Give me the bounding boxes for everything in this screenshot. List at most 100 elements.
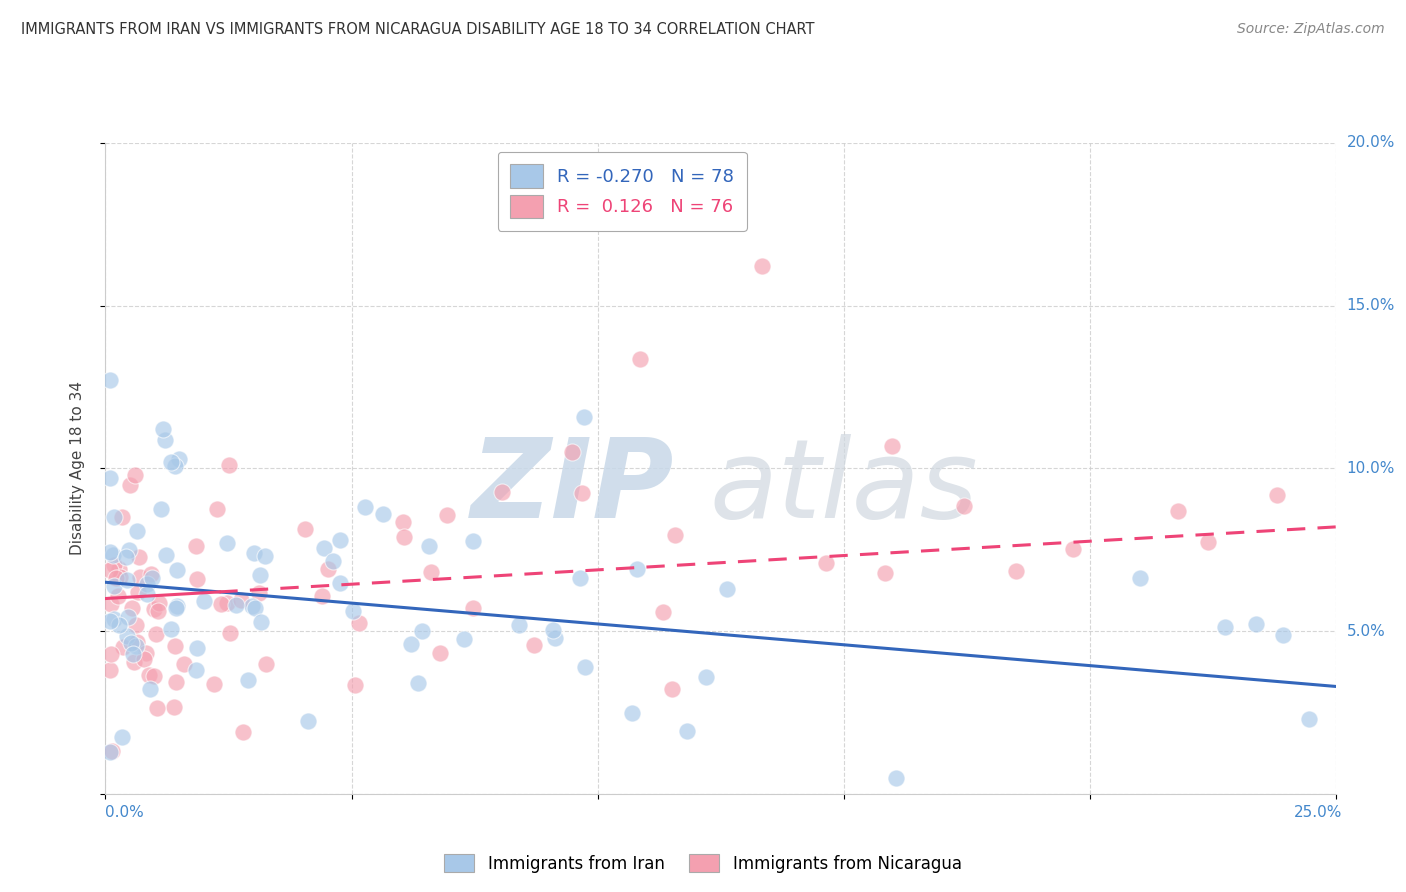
Point: [146, 604, 169, 618]
Point: [354, 500, 377, 514]
Point: [253, 549, 276, 564]
Point: [186, 572, 208, 586]
Point: [166, 563, 188, 577]
Point: [165, 640, 187, 654]
Point: [165, 675, 187, 690]
Point: [129, 570, 152, 584]
Text: Source: ZipAtlas.com: Source: ZipAtlas.com: [1237, 22, 1385, 37]
Point: [620, 706, 643, 720]
Point: [675, 724, 697, 739]
Point: [311, 589, 333, 603]
Point: [107, 561, 129, 575]
Point: [329, 575, 352, 590]
Point: [1265, 488, 1288, 502]
Point: [626, 561, 648, 575]
Point: [1197, 535, 1219, 549]
Point: [751, 260, 773, 274]
Point: [100, 597, 122, 611]
Point: [815, 556, 838, 570]
Point: [391, 515, 413, 529]
Point: [163, 459, 186, 474]
Point: [122, 656, 145, 670]
Point: [121, 600, 143, 615]
Point: [1167, 503, 1189, 517]
Point: [574, 659, 596, 673]
Point: [344, 678, 367, 692]
Point: [247, 586, 270, 600]
Point: [249, 568, 271, 582]
Point: [125, 639, 148, 653]
Point: [664, 527, 686, 541]
Point: [107, 590, 129, 604]
Point: [184, 663, 207, 677]
Point: [98, 544, 122, 558]
Point: [127, 584, 149, 599]
Point: [108, 617, 131, 632]
Point: [150, 502, 173, 516]
Point: [166, 599, 188, 613]
Point: [98, 563, 122, 577]
Point: [661, 682, 683, 697]
Point: [139, 566, 162, 581]
Point: [1298, 712, 1320, 726]
Point: [873, 566, 896, 580]
Text: 15.0%: 15.0%: [1347, 298, 1395, 313]
Point: [169, 451, 191, 466]
Point: [349, 615, 371, 630]
Point: [652, 605, 675, 619]
Point: [568, 571, 591, 585]
Point: [143, 669, 166, 683]
Point: [141, 570, 163, 584]
Point: [453, 632, 475, 647]
Point: [115, 629, 138, 643]
Point: [111, 640, 134, 655]
Point: [152, 422, 174, 436]
Point: [297, 714, 319, 729]
Point: [103, 579, 125, 593]
Point: [146, 701, 169, 715]
Point: [342, 604, 364, 618]
Point: [160, 623, 183, 637]
Point: [111, 510, 134, 524]
Point: [541, 623, 564, 637]
Point: [229, 592, 252, 607]
Point: [217, 596, 239, 610]
Point: [254, 657, 277, 672]
Point: [628, 352, 651, 367]
Y-axis label: Disability Age 18 to 34: Disability Age 18 to 34: [70, 381, 84, 556]
Point: [160, 454, 183, 468]
Text: IMMIGRANTS FROM IRAN VS IMMIGRANTS FROM NICARAGUA DISABILITY AGE 18 TO 34 CORREL: IMMIGRANTS FROM IRAN VS IMMIGRANTS FROM …: [21, 22, 814, 37]
Point: [103, 558, 125, 572]
Point: [418, 540, 440, 554]
Point: [117, 610, 139, 624]
Point: [128, 549, 150, 564]
Point: [429, 646, 451, 660]
Point: [508, 618, 530, 632]
Point: [202, 677, 225, 691]
Text: 0.0%: 0.0%: [105, 805, 145, 820]
Point: [103, 612, 125, 626]
Point: [322, 554, 344, 568]
Point: [155, 548, 177, 562]
Point: [108, 570, 131, 584]
Legend: Immigrants from Iran, Immigrants from Nicaragua: Immigrants from Iran, Immigrants from Ni…: [437, 847, 969, 880]
Point: [461, 534, 484, 549]
Point: [209, 597, 232, 611]
Point: [136, 577, 159, 591]
Point: [118, 477, 141, 491]
Point: [173, 657, 195, 671]
Point: [406, 676, 429, 690]
Point: [880, 439, 903, 453]
Point: [124, 468, 146, 483]
Point: [240, 599, 263, 613]
Point: [115, 574, 138, 588]
Point: [695, 670, 717, 684]
Text: 25.0%: 25.0%: [1295, 805, 1343, 820]
Text: atlas: atlas: [709, 434, 979, 541]
Point: [98, 663, 122, 677]
Point: [111, 730, 134, 744]
Point: [544, 632, 567, 646]
Point: [121, 648, 143, 662]
Point: [1129, 571, 1152, 585]
Point: [373, 507, 395, 521]
